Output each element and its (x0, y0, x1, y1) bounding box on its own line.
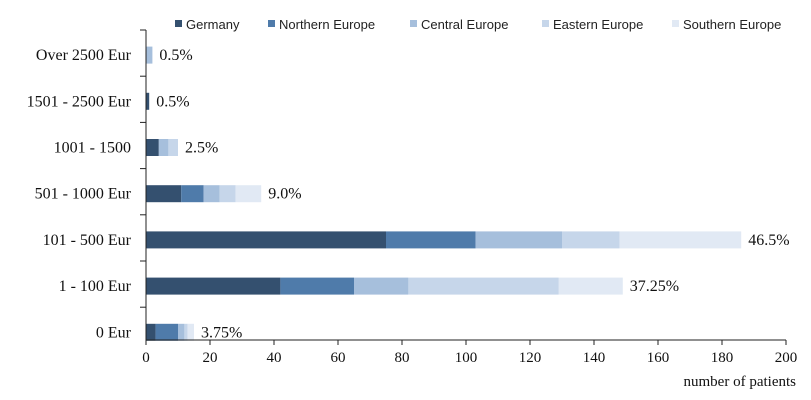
category-label: 1 - 100 Eur (59, 278, 132, 295)
x-tick-label: 40 (267, 350, 282, 366)
bar-segment (146, 277, 281, 295)
bar-segment (178, 323, 185, 341)
bar-segment (187, 323, 194, 341)
category-label: 501 - 1000 Eur (35, 186, 132, 203)
legend-swatch (410, 20, 417, 27)
legend-swatch (672, 20, 679, 27)
legend: Germany Northern Europe Central Europe East… (175, 17, 781, 32)
bar-segment (354, 277, 409, 295)
percent-label: 9.0% (268, 186, 301, 203)
bar-segment (146, 139, 159, 156)
x-tick-label: 180 (711, 350, 734, 366)
category-label: Over 2500 Eur (36, 47, 132, 64)
bar-segment (184, 323, 188, 341)
bar-segment (146, 92, 150, 110)
bar-segment (203, 185, 220, 203)
bar-segment (475, 231, 562, 249)
x-tick-label: 0 (142, 350, 150, 366)
legend-swatch (542, 20, 549, 27)
percent-label: 0.5% (156, 93, 189, 110)
bar-segment (562, 231, 620, 249)
bar-segment (219, 185, 236, 203)
y-axis: Over 2500 Eur 1501 - 2500 Eur 1001 - 1500 5… (27, 29, 147, 341)
percent-label: 2.5% (185, 140, 218, 157)
bar-segment (155, 323, 178, 341)
x-tick-label: 160 (647, 350, 670, 366)
category-label: 1501 - 2500 Eur (27, 93, 132, 110)
bar-segment (168, 139, 178, 156)
bar-segment (408, 277, 559, 295)
bar-segment (280, 277, 354, 295)
percent-label: 46.5% (748, 232, 789, 249)
legend-label: Northern Europe (279, 17, 375, 32)
bar-segment (146, 185, 182, 203)
legend-swatch (175, 20, 182, 27)
bar-segment (146, 46, 153, 64)
bar-segment (386, 231, 476, 249)
legend-swatch (268, 20, 275, 27)
x-tick-label: 140 (583, 350, 606, 366)
category-label: 0 Eur (96, 324, 132, 341)
percent-label: 37.25% (630, 278, 679, 295)
x-axis: 0 20 40 60 80 100 120 140 160 180 200 (142, 339, 798, 366)
bars (146, 46, 742, 341)
category-label: 101 - 500 Eur (43, 232, 132, 249)
legend-label: Germany (186, 17, 240, 32)
legend-label: Central Europe (421, 17, 508, 32)
bar-segment (146, 231, 386, 249)
bar-segment (619, 231, 742, 249)
x-tick-label: 20 (203, 350, 218, 366)
x-tick-label: 100 (455, 350, 478, 366)
bar-segment (146, 323, 156, 341)
bar-segment (558, 277, 623, 295)
percent-labels: 0.5% 0.5% 2.5% 9.0% 46.5% 37.25% 3.75% (156, 47, 789, 341)
bar-segment (158, 139, 169, 156)
legend-label: Southern Europe (683, 17, 781, 32)
percent-label: 0.5% (159, 47, 192, 64)
x-tick-label: 200 (775, 350, 798, 366)
x-tick-label: 60 (331, 350, 346, 366)
legend-label: Eastern Europe (553, 17, 643, 32)
x-tick-label: 80 (395, 350, 410, 366)
x-tick-label: 120 (519, 350, 542, 366)
category-label: 1001 - 1500 (54, 140, 131, 157)
percent-label: 3.75% (201, 324, 242, 341)
x-axis-title: number of patients (684, 374, 797, 390)
bar-segment (181, 185, 204, 203)
bar-segment (235, 185, 262, 203)
